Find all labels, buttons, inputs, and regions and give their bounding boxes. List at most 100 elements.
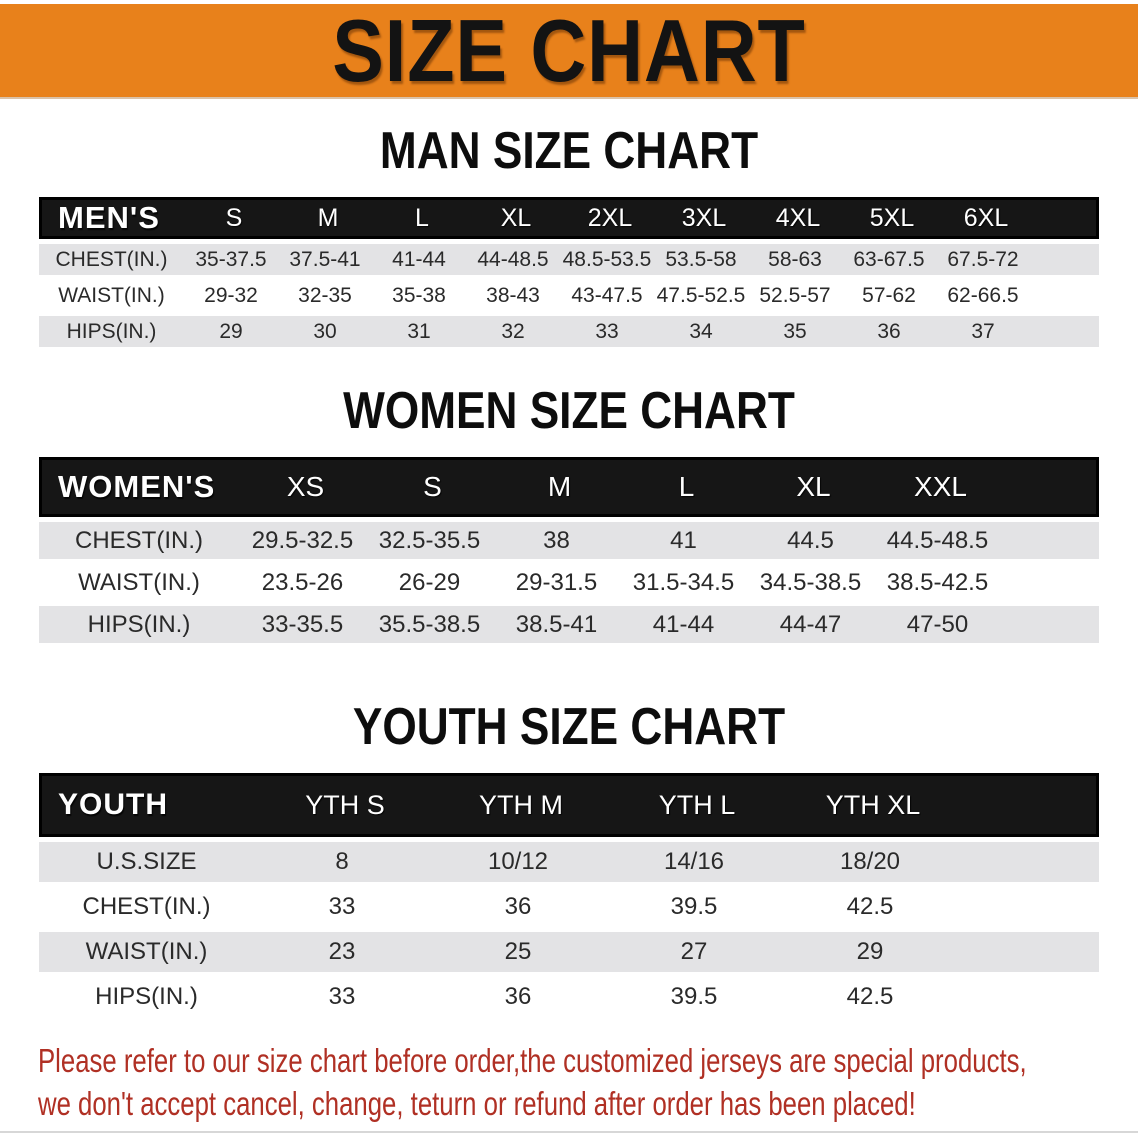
table-cell: 44.5-48.5 <box>886 526 989 554</box>
table-cell: 42.5 <box>846 983 894 1010</box>
column-header: 6XL <box>963 203 1009 232</box>
banner: SIZE CHART <box>0 4 1138 97</box>
women-section-heading: WOMEN SIZE CHART <box>343 382 795 440</box>
table-row: U.S.SIZE 8 10/12 14/16 18/20 <box>39 842 1099 882</box>
disclaimer: Please refer to our size chart before or… <box>38 1039 1138 1125</box>
table-cell: 14/16 <box>663 848 725 875</box>
column-header: L <box>415 203 429 232</box>
table-cell: 31.5-34.5 <box>632 568 735 596</box>
table-cell: 25 <box>504 938 532 965</box>
row-label: WAIST(IN.) <box>58 283 165 307</box>
table-cell: 27 <box>680 938 708 965</box>
row-label: WAIST(IN.) <box>85 938 208 965</box>
table-cell: 58-63 <box>768 247 822 271</box>
table-cell: 30 <box>313 319 337 343</box>
row-label: HIPS(IN.) <box>66 319 157 343</box>
table-cell: 38.5-41 <box>515 610 598 638</box>
youth-section: YOUTH SIZE CHART YOUTH YTH S YTH M YTH L YTH… <box>0 701 1138 1017</box>
table-row: CHEST(IN.) 35-37.5 37.5-41 41-44 44-48.5 48.5… <box>39 244 1099 275</box>
column-header: YTH L <box>658 789 736 820</box>
women-section: WOMEN SIZE CHART WOMEN'S XS S M L XL XXL CHEST… <box>0 385 1138 643</box>
table-cell: 42.5 <box>846 893 894 920</box>
column-header: YTH M <box>479 789 563 820</box>
row-label: CHEST(IN.) <box>82 893 211 920</box>
table-cell: 36 <box>504 983 532 1010</box>
table-cell: 31 <box>407 319 431 343</box>
column-header: L <box>678 471 695 502</box>
table-cell: 18/20 <box>839 848 901 875</box>
table-row: WAIST(IN.) 23.5-26 26-29 29-31.5 31.5-34.5 34… <box>39 564 1099 601</box>
column-header: 2XL <box>587 203 633 232</box>
table-cell: 8 <box>335 848 349 875</box>
column-header: XL <box>796 471 831 502</box>
table-cell: 57-62 <box>862 283 916 307</box>
table-cell: 29-32 <box>204 283 258 307</box>
table-cell: 34.5-38.5 <box>759 568 862 596</box>
table-cell: 53.5-58 <box>665 247 737 271</box>
table-cell: 43-47.5 <box>571 283 643 307</box>
table-cell: 39.5 <box>670 983 718 1010</box>
column-header: M <box>317 203 339 232</box>
men-table-body: CHEST(IN.) 35-37.5 37.5-41 41-44 44-48.5 48.5… <box>39 244 1099 347</box>
table-cell: 29 <box>219 319 243 343</box>
table-cell: 63-67.5 <box>853 247 925 271</box>
table-cell: 23 <box>328 938 356 965</box>
table-cell: 36 <box>877 319 901 343</box>
table-cell: 34 <box>689 319 713 343</box>
table-cell: 33 <box>328 983 356 1010</box>
table-cell: 35 <box>783 319 807 343</box>
table-cell: 41-44 <box>652 610 715 638</box>
column-header: 4XL <box>775 203 821 232</box>
column-header: XXL <box>914 471 967 502</box>
table-cell: 44-48.5 <box>477 247 549 271</box>
table-row: HIPS(IN.) 33-35.5 35.5-38.5 38.5-41 41-44 44-… <box>39 606 1099 643</box>
table-cell: 33 <box>595 319 619 343</box>
disclaimer-line-2: we don't accept cancel, change, teturn o… <box>38 1085 916 1122</box>
table-cell: 29 <box>856 938 884 965</box>
table-corner-label: WOMEN'S <box>58 469 216 504</box>
table-cell: 32-35 <box>298 283 352 307</box>
table-cell: 38-43 <box>486 283 540 307</box>
table-cell: 44.5 <box>787 526 834 554</box>
table-cell: 29.5-32.5 <box>251 526 354 554</box>
table-cell: 29-31.5 <box>515 568 598 596</box>
table-cell: 48.5-53.5 <box>562 247 652 271</box>
table-cell: 47.5-52.5 <box>656 283 746 307</box>
table-cell: 62-66.5 <box>947 283 1019 307</box>
disclaimer-line-1: Please refer to our size chart before or… <box>38 1042 1027 1079</box>
table-cell: 33-35.5 <box>261 610 344 638</box>
table-row: WAIST(IN.) 23 25 27 29 <box>39 932 1099 972</box>
youth-section-heading: YOUTH SIZE CHART <box>352 698 786 756</box>
women-table-body: CHEST(IN.) 29.5-32.5 32.5-35.5 38 41 44.5 44.5… <box>39 522 1099 643</box>
table-corner-label: MEN'S <box>58 200 160 235</box>
table-corner-label: YOUTH <box>58 788 168 821</box>
table-cell: 41-44 <box>392 247 446 271</box>
column-header: YTH S <box>305 789 385 820</box>
table-cell: 36 <box>504 893 532 920</box>
men-table-header-row: MEN'S S M L XL 2XL 3XL 4XL 5XL 6XL <box>39 197 1099 239</box>
row-label: U.S.SIZE <box>96 848 197 875</box>
bottom-edge-line <box>0 1131 1138 1133</box>
table-cell: 35-37.5 <box>195 247 267 271</box>
table-cell: 37.5-41 <box>289 247 361 271</box>
page-title: SIZE CHART <box>332 0 806 100</box>
table-row: HIPS(IN.) 33 36 39.5 42.5 <box>39 977 1099 1017</box>
row-label: HIPS(IN.) <box>95 983 198 1010</box>
column-header: YTH XL <box>825 789 921 820</box>
table-cell: 52.5-57 <box>759 283 831 307</box>
men-section-heading: MAN SIZE CHART <box>379 122 759 180</box>
table-cell: 26-29 <box>398 568 461 596</box>
column-header: XL <box>500 203 532 232</box>
youth-table-header-row: YOUTH YTH S YTH M YTH L YTH XL <box>39 773 1099 837</box>
table-cell: 33 <box>328 893 356 920</box>
table-cell: 39.5 <box>670 893 718 920</box>
table-cell: 67.5-72 <box>947 247 1019 271</box>
table-cell: 35-38 <box>392 283 446 307</box>
table-cell: 38.5-42.5 <box>886 568 989 596</box>
men-section: MAN SIZE CHART MEN'S S M L XL 2XL 3XL 4XL 5XL 6XL… <box>0 125 1138 347</box>
table-cell: 10/12 <box>487 848 549 875</box>
table-row: HIPS(IN.) 29 30 31 32 33 34 35 36 37 <box>39 316 1099 347</box>
youth-table-body: U.S.SIZE 8 10/12 14/16 18/20 CHEST(IN.) 33 36 39… <box>39 842 1099 1017</box>
table-row: WAIST(IN.) 29-32 32-35 35-38 38-43 43-47.5 47.… <box>39 280 1099 311</box>
table-row: CHEST(IN.) 33 36 39.5 42.5 <box>39 887 1099 927</box>
